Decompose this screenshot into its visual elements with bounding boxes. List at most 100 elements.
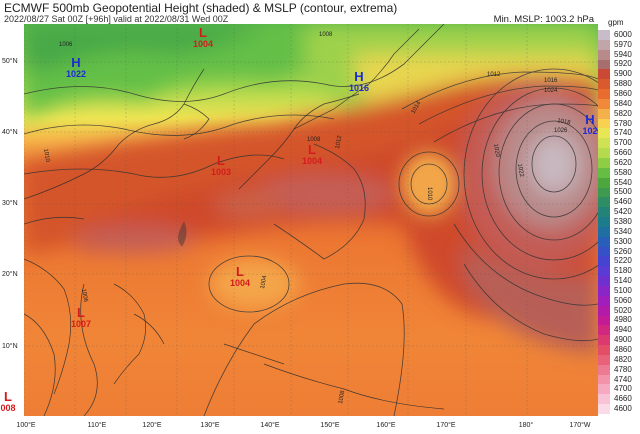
colorbar-segment xyxy=(598,276,610,287)
colorbar-label: 5100 xyxy=(614,285,632,295)
lat-label: 40°N xyxy=(2,129,18,136)
colorbar-label: 5940 xyxy=(614,49,632,59)
colorbar-segment xyxy=(598,374,610,385)
contour-label: 1006 xyxy=(80,288,88,303)
high-symbol: H xyxy=(71,55,81,70)
contour-label: 1006 xyxy=(59,42,73,48)
colorbar-segment xyxy=(598,79,610,90)
pressure-value: 102 xyxy=(582,126,598,136)
contour-label: 1004 xyxy=(260,275,268,290)
lat-label: 20°N xyxy=(2,271,18,278)
colorbar-segment xyxy=(598,89,610,100)
colorbar-segment xyxy=(598,226,610,238)
high-pressure-marker: H 102 xyxy=(582,113,597,136)
colorbar-label: 4820 xyxy=(614,354,632,364)
colorbar-segment xyxy=(598,49,610,61)
contour-label: 1008 xyxy=(338,390,346,405)
colorbar-label: 4860 xyxy=(614,345,632,354)
contour-label: 1012 xyxy=(487,72,501,78)
low-symbol: L xyxy=(77,305,85,320)
colorbar-label: 6000 xyxy=(614,29,632,39)
high-symbol: H xyxy=(354,69,364,84)
colorbar-segment xyxy=(598,167,610,179)
colorbar-segment xyxy=(598,325,610,336)
low-pressure-marker: L 1004 xyxy=(193,26,213,49)
colorbar-label: 5580 xyxy=(614,167,632,177)
lon-label: 130°E xyxy=(200,422,220,429)
colorbar-segment xyxy=(598,158,610,169)
valid-time: 2022/08/27 Sat 00Z [+96h] valid at 2022/… xyxy=(4,14,229,24)
coastlines xyxy=(24,28,445,410)
colorbar-label: 5460 xyxy=(614,197,632,207)
colorbar-label: 5620 xyxy=(614,157,632,167)
colorbar-segment xyxy=(598,217,610,228)
colorbar-segment xyxy=(598,354,610,366)
lon-label: 170°W xyxy=(569,422,591,429)
colorbar-segment xyxy=(598,394,610,405)
colorbar-segment xyxy=(598,384,610,395)
min-mslp-label: Min. MSLP: 1003.2 hPa xyxy=(493,14,594,25)
colorbar-segment xyxy=(598,364,610,376)
contour-label: 1010 xyxy=(42,148,50,163)
colorbar-label: 5540 xyxy=(614,177,632,187)
colorbar-segment xyxy=(598,177,610,189)
pressure-value: 1003 xyxy=(210,167,232,177)
colorbar-segment xyxy=(598,128,610,139)
colorbar-label: 4740 xyxy=(614,374,632,384)
colorbar-segment xyxy=(598,118,610,129)
pressure-value: 1022 xyxy=(65,69,87,79)
colorbar-segment xyxy=(598,187,610,198)
colorbar-segment xyxy=(598,266,610,277)
low-pressure-marker: L 1003 xyxy=(211,154,231,177)
colorbar-label: 5340 xyxy=(614,226,632,236)
colorbar-label: 4900 xyxy=(614,335,632,345)
colorbar-segment xyxy=(598,335,610,346)
colorbar-segment xyxy=(598,30,610,41)
pressure-value: 1007 xyxy=(70,319,92,329)
lon-label: 140°E xyxy=(260,422,280,429)
colorbar-label: 5780 xyxy=(614,118,632,128)
lon-label: 100°E xyxy=(16,422,36,429)
colorbar-label: 5020 xyxy=(614,305,632,315)
colorbar-label: 4940 xyxy=(614,325,632,335)
colorbar-label: 5700 xyxy=(614,138,632,148)
low-symbol: L xyxy=(236,264,244,279)
pressure-value: 1004 xyxy=(301,156,323,166)
colorbar-label: 5970 xyxy=(614,39,632,49)
map-title: ECMWF 500mb Geopotential Height (shaded)… xyxy=(4,1,398,15)
colorbar-label: 4660 xyxy=(614,394,632,404)
weather-map: 1006 1008 1010 1012 1014 1016 1018 1020 … xyxy=(24,24,598,416)
contour-label: 1018 xyxy=(557,118,572,126)
colorbar-label: 5260 xyxy=(614,246,632,256)
lon-label: 160°E xyxy=(376,422,396,429)
colorbar-label: 4980 xyxy=(614,315,632,325)
pressure-value: 008 xyxy=(0,403,16,413)
colorbar-label: 4600 xyxy=(614,404,632,414)
colorbar-label: 4780 xyxy=(614,364,632,374)
colorbar-label: 5180 xyxy=(614,266,632,276)
lon-label: 110°E xyxy=(87,422,107,429)
colorbar-segment xyxy=(598,345,610,356)
contour-label: 1016 xyxy=(544,78,558,84)
pressure-value: 1004 xyxy=(229,278,251,288)
contour-label: 1008 xyxy=(307,137,321,143)
contour-label: 1012 xyxy=(335,135,343,150)
low-pressure-marker: L 1004 xyxy=(302,143,322,166)
colorbar-label: 5920 xyxy=(614,59,632,69)
colorbar-segment xyxy=(598,236,610,248)
low-pressure-marker: L 1004 xyxy=(230,265,250,288)
low-pressure-marker: L 008 xyxy=(0,390,15,413)
colorbar-segment xyxy=(598,39,610,51)
low-symbol: L xyxy=(4,389,12,404)
colorbar-segment xyxy=(598,295,610,307)
low-symbol: L xyxy=(217,153,225,168)
low-symbol: L xyxy=(308,142,316,157)
colorbar-label: 5380 xyxy=(614,217,632,226)
colorbar-segment xyxy=(598,246,610,257)
colorbar-label: 5840 xyxy=(614,98,632,108)
colorbar-segment xyxy=(598,286,610,297)
colorbar-segment xyxy=(598,98,610,110)
colorbar xyxy=(598,30,610,415)
colorbar-label: 5060 xyxy=(614,295,632,305)
mslp-contours xyxy=(24,24,598,416)
